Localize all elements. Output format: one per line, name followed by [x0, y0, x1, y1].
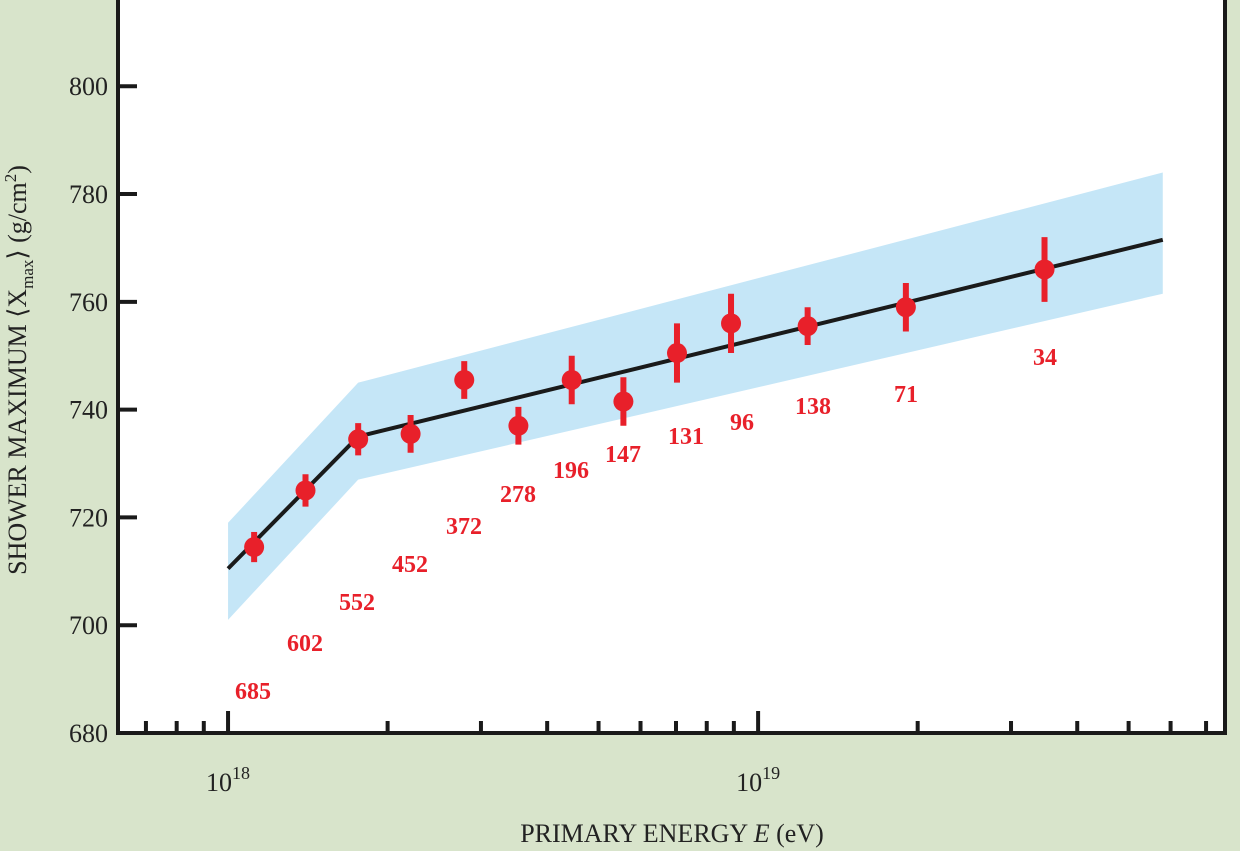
data-point [295, 480, 316, 501]
event-count-label: 131 [668, 424, 704, 450]
data-point [454, 369, 475, 390]
event-count-label: 372 [446, 514, 482, 540]
y-tick-label: 760 [69, 288, 108, 317]
event-count-label: 147 [605, 442, 641, 468]
data-point [666, 343, 687, 364]
data-point [400, 423, 421, 444]
data-point [561, 369, 582, 390]
event-count-label: 196 [553, 458, 589, 484]
y-axis-label: SHOWER MAXIMUM ⟨Xmax⟩ (g/cm2) [1, 165, 37, 575]
event-count-label: 685 [235, 679, 271, 705]
event-count-label: 452 [392, 552, 428, 578]
x-tick-label: 1018 [206, 763, 250, 797]
data-point [348, 429, 369, 450]
event-count-label: 552 [339, 590, 375, 616]
data-point [1034, 259, 1055, 280]
uncertainty-band [228, 172, 1163, 620]
data-point [721, 313, 742, 334]
event-count-label: 96 [730, 410, 754, 436]
y-tick-label: 720 [69, 503, 108, 532]
y-tick-label: 740 [69, 396, 108, 425]
event-count-label: 34 [1033, 345, 1057, 371]
event-count-label: 602 [287, 631, 323, 657]
data-point [895, 297, 916, 318]
x-axis-label: PRIMARY ENERGY E (eV) [520, 819, 824, 848]
y-tick-label: 800 [69, 72, 108, 101]
data-point [244, 537, 265, 558]
y-tick-label: 700 [69, 611, 108, 640]
data-point [613, 391, 634, 412]
event-count-label: 71 [894, 382, 918, 408]
y-tick-label: 680 [69, 719, 108, 748]
event-count-label: 138 [795, 394, 831, 420]
x-tick-label: 1019 [736, 763, 780, 797]
event-count-label: 278 [500, 482, 536, 508]
data-point [797, 316, 818, 337]
y-tick-label: 780 [69, 180, 108, 209]
axes-frame [116, 0, 1227, 735]
data-point [508, 415, 529, 436]
